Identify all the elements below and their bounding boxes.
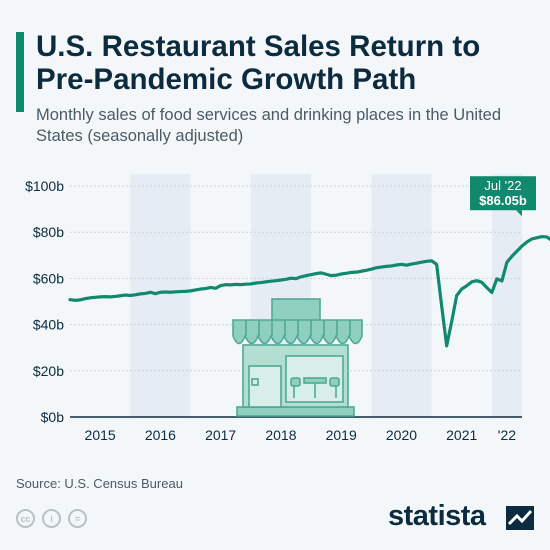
title-accent-bar <box>16 32 24 112</box>
latest-value-callout: Jul '22 $86.05b <box>470 176 536 217</box>
y-tick-label: $100b <box>25 178 64 194</box>
sales-series-line <box>68 234 550 348</box>
y-tick-label: $0b <box>41 409 65 425</box>
year-band <box>371 174 432 417</box>
callout-box <box>470 176 536 211</box>
restaurant-shop-icon <box>232 298 363 417</box>
x-axis-year-labels: 2015 2016 2017 2018 2019 2020 2021 '22 <box>85 427 517 443</box>
attribution-icon[interactable]: i <box>42 509 61 528</box>
x-tick-label: 2016 <box>145 427 176 443</box>
x-tick-label: 2018 <box>265 427 296 443</box>
statista-logo-text[interactable]: statista <box>388 500 486 532</box>
y-tick-label: $40b <box>33 317 64 333</box>
y-tick-label: $20b <box>33 363 64 379</box>
chart-subtitle: Monthly sales of food services and drink… <box>36 106 502 145</box>
x-tick-label: 2019 <box>326 427 357 443</box>
y-tick-label: $80b <box>33 224 64 240</box>
chart-title: U.S. Restaurant Sales Return to Pre-Pand… <box>36 30 481 96</box>
x-tick-label: 2020 <box>386 427 417 443</box>
cc-icon[interactable]: cc <box>16 509 35 528</box>
year-band <box>491 174 522 417</box>
source-note: Source: U.S. Census Bureau <box>16 476 183 491</box>
x-tick-label: 2021 <box>446 427 477 443</box>
callout-value-label: $86.05b <box>479 193 527 208</box>
x-tick-label: '22 <box>498 427 516 443</box>
callout-pointer <box>516 210 522 217</box>
y-tick-label: $60b <box>33 270 64 286</box>
y-axis-tick-labels: $0b $20b $40b $60b $80b $100b <box>25 178 64 425</box>
license-icons: cc i = <box>16 509 87 528</box>
x-tick-label: 2017 <box>205 427 236 443</box>
callout-date-label: Jul '22 <box>484 178 521 193</box>
statista-logo-icon[interactable] <box>506 506 534 530</box>
no-derivatives-icon[interactable]: = <box>68 509 87 528</box>
x-tick-label: 2015 <box>85 427 116 443</box>
